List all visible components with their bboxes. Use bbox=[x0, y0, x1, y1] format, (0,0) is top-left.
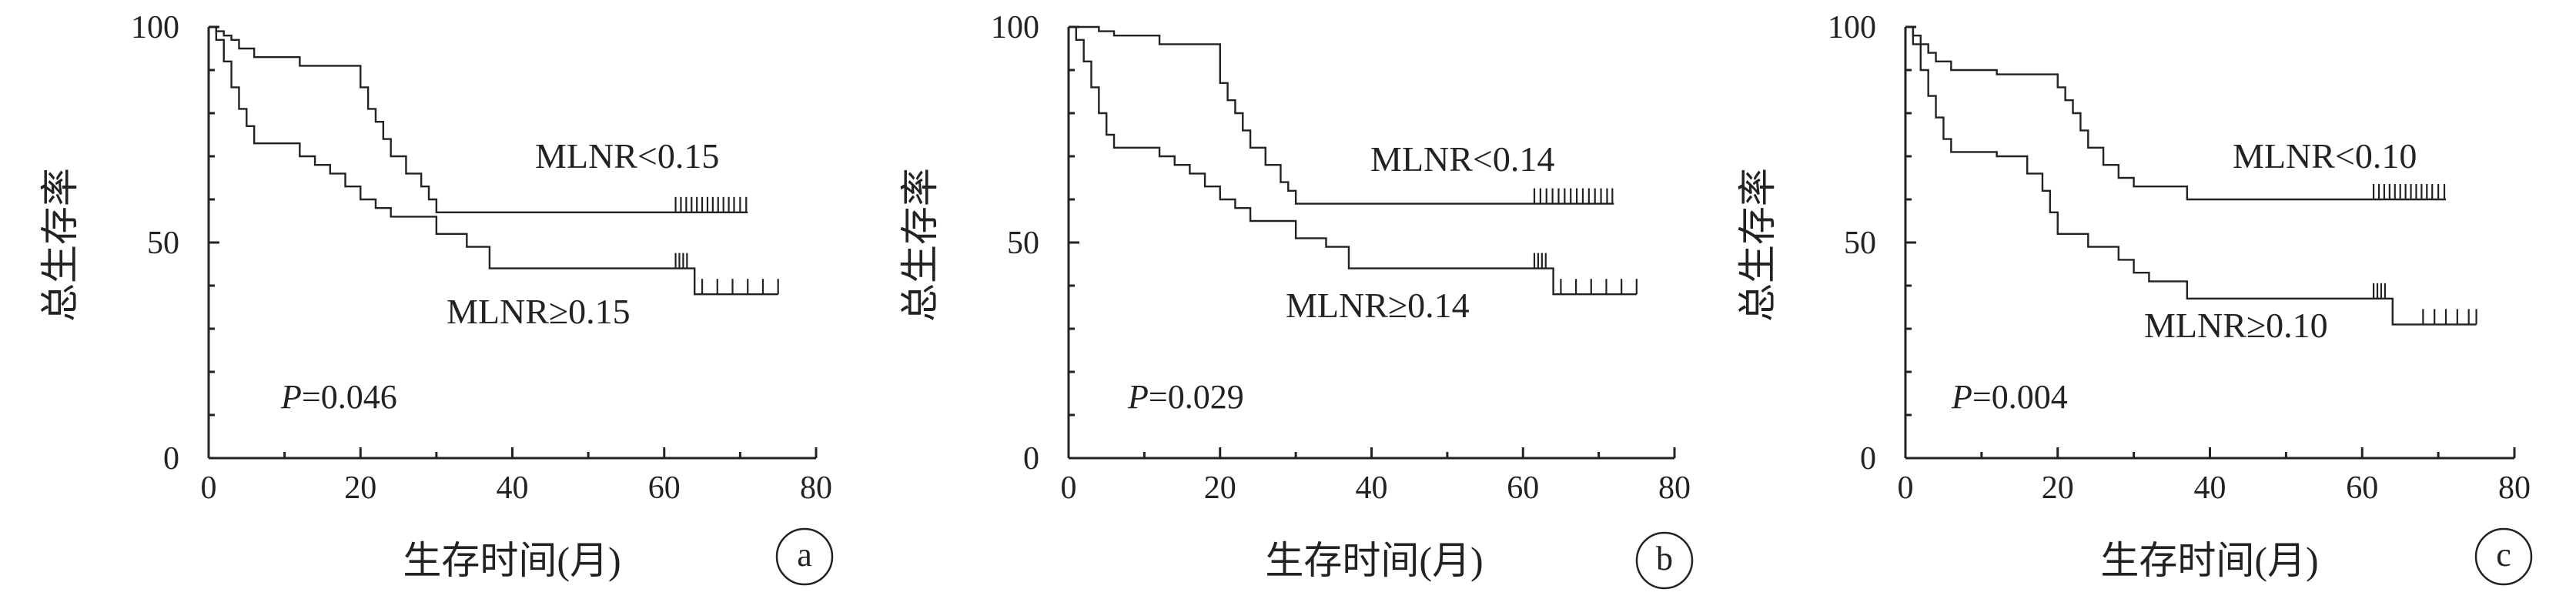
p-value-label: P=0.029 bbox=[1127, 378, 1244, 416]
x-tick-label: 40 bbox=[497, 470, 529, 506]
x-tick-label: 80 bbox=[2498, 470, 2531, 506]
x-tick-label: 20 bbox=[1204, 470, 1236, 506]
p-value-label: P=0.046 bbox=[280, 378, 397, 416]
panel-label: a bbox=[797, 536, 812, 574]
x-tick-label: 20 bbox=[344, 470, 376, 506]
x-axis-title: 生存时间(月) bbox=[1265, 539, 1483, 582]
y-tick-label: 100 bbox=[991, 10, 1039, 45]
series-label: MLNR<0.10 bbox=[2233, 136, 2417, 176]
x-tick-label: 0 bbox=[1898, 470, 1914, 506]
y-tick-label: 50 bbox=[1844, 226, 1876, 261]
km-panel-a: 0 50 100 0 20 40 60 80 MLNR<0.15 MLNR≥0.15 P=0.046… bbox=[38, 10, 834, 586]
x-tick-label: 60 bbox=[648, 470, 681, 506]
series-label: MLNR<0.14 bbox=[1370, 139, 1554, 179]
panel-label-circle bbox=[1635, 531, 1694, 590]
y-axis-title: 总生存率 bbox=[38, 168, 82, 322]
km-curve-series-1 bbox=[209, 25, 748, 213]
x-tick-label: 0 bbox=[201, 470, 217, 506]
km-panel-b: 0 50 100 0 20 40 60 80 MLNR<0.14 MLNR≥0.14 P=0.029… bbox=[898, 10, 1694, 590]
y-axis-title: 总生存率 bbox=[898, 168, 942, 322]
y-tick-label: 100 bbox=[1828, 10, 1876, 45]
p-value-label: P=0.004 bbox=[1951, 378, 2068, 416]
x-tick-label: 60 bbox=[2346, 470, 2378, 506]
y-axis-title: 总生存率 bbox=[1736, 168, 1779, 322]
x-tick-label: 20 bbox=[2042, 470, 2074, 506]
y-tick-label: 50 bbox=[1007, 226, 1039, 261]
y-tick-label: 100 bbox=[131, 10, 179, 45]
x-tick-label: 40 bbox=[2194, 470, 2226, 506]
y-tick-label: 0 bbox=[1023, 441, 1039, 477]
panel-label: b bbox=[1656, 540, 1673, 577]
series-label: MLNR≥0.14 bbox=[1286, 286, 1470, 325]
panel-label-circle bbox=[775, 527, 834, 586]
series-label: MLNR≥0.15 bbox=[447, 292, 631, 331]
panel-label-circle bbox=[2474, 527, 2533, 586]
km-curve-series-2 bbox=[1905, 25, 2477, 326]
km-curve-series-2 bbox=[1069, 25, 1637, 296]
x-axis-title: 生存时间(月) bbox=[2100, 539, 2318, 582]
series-label: MLNR≥0.10 bbox=[2144, 306, 2328, 345]
x-axis-title: 生存时间(月) bbox=[403, 539, 621, 582]
x-tick-label: 40 bbox=[1356, 470, 1388, 506]
series-label: MLNR<0.15 bbox=[535, 136, 719, 176]
x-tick-label: 0 bbox=[1061, 470, 1077, 506]
y-tick-label: 0 bbox=[163, 441, 179, 477]
y-tick-label: 50 bbox=[147, 226, 179, 261]
x-tick-label: 60 bbox=[1507, 470, 1539, 506]
km-curve-series-2 bbox=[209, 25, 778, 296]
y-tick-label: 0 bbox=[1860, 441, 1876, 477]
x-tick-label: 80 bbox=[800, 470, 832, 506]
km-curve-series-1 bbox=[1905, 25, 2447, 201]
x-tick-label: 80 bbox=[1658, 470, 1691, 506]
km-panel-c: 0 50 100 0 20 40 60 80 MLNR<0.10 MLNR≥0.10 P=0.004… bbox=[1736, 10, 2533, 586]
panel-label: c bbox=[2496, 536, 2511, 574]
km-curve-series-1 bbox=[1069, 25, 1614, 205]
